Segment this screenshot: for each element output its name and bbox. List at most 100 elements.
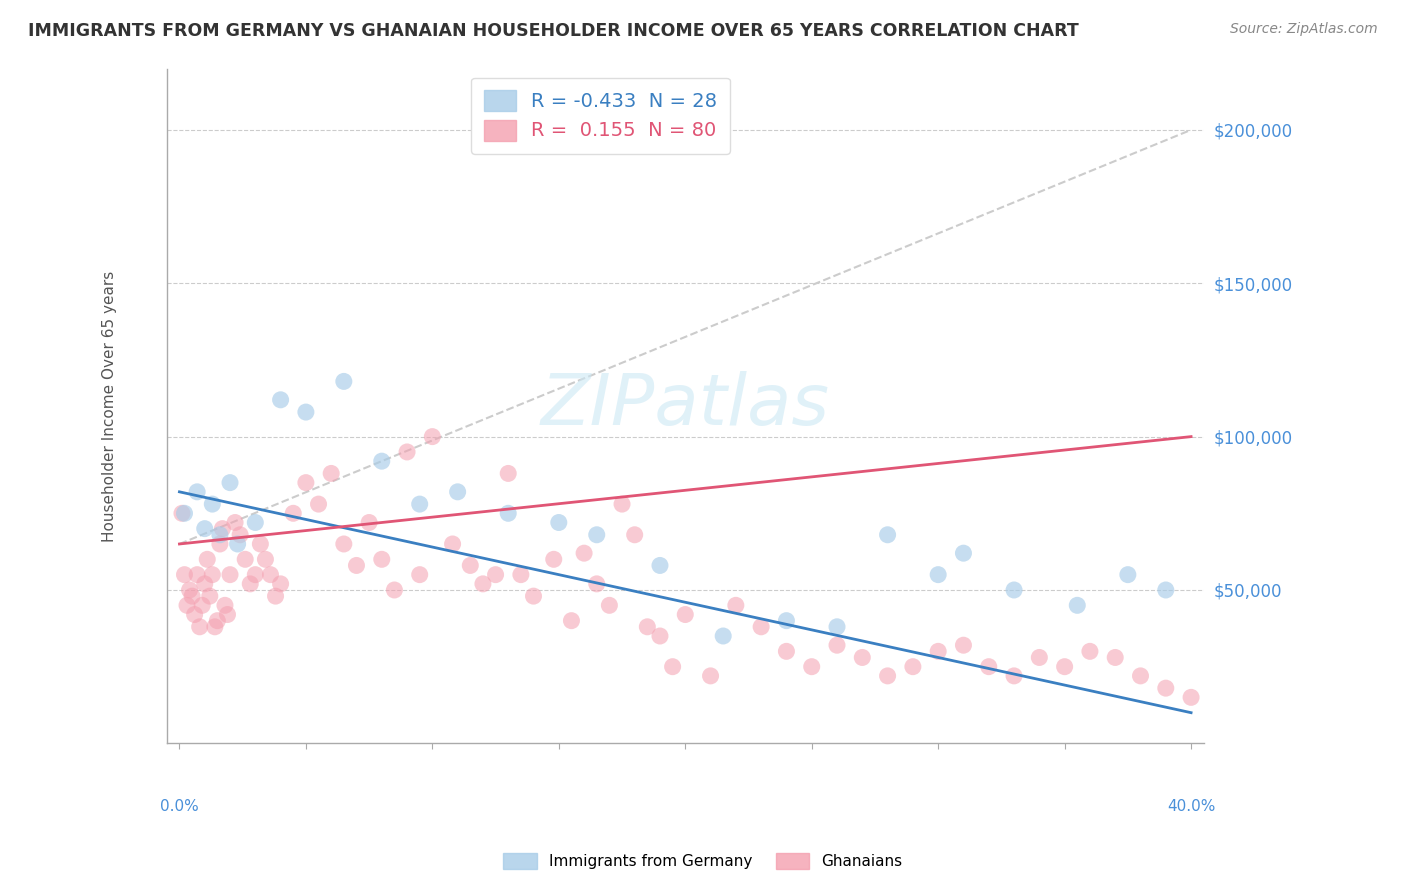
- Point: [194, 577, 217, 591]
- Point: [333, 537, 356, 551]
- Point: [876, 528, 898, 542]
- Point: [572, 546, 595, 560]
- Point: [371, 552, 394, 566]
- Point: [927, 567, 949, 582]
- Point: [295, 405, 318, 419]
- Point: [204, 620, 226, 634]
- Point: [825, 620, 848, 634]
- Point: [183, 607, 205, 622]
- Point: [446, 484, 468, 499]
- Point: [441, 537, 464, 551]
- Legend: Immigrants from Germany, Ghanaians: Immigrants from Germany, Ghanaians: [498, 847, 908, 875]
- Point: [283, 506, 305, 520]
- Point: [522, 589, 544, 603]
- Point: [749, 620, 772, 634]
- Point: [547, 516, 569, 530]
- Point: [1078, 644, 1101, 658]
- Point: [346, 558, 368, 573]
- Point: [217, 607, 239, 622]
- Point: [800, 659, 823, 673]
- Point: [1154, 582, 1177, 597]
- Point: [1154, 681, 1177, 695]
- Point: [194, 522, 217, 536]
- Point: [560, 614, 582, 628]
- Point: [422, 429, 444, 443]
- Point: [359, 516, 381, 530]
- Point: [226, 537, 249, 551]
- Point: [699, 669, 721, 683]
- Point: [952, 638, 974, 652]
- Point: [396, 445, 419, 459]
- Point: [409, 497, 432, 511]
- Text: ZIPatlas: ZIPatlas: [541, 371, 830, 441]
- Point: [1116, 567, 1139, 582]
- Point: [825, 638, 848, 652]
- Point: [259, 567, 281, 582]
- Point: [1180, 690, 1202, 705]
- Point: [509, 567, 531, 582]
- Point: [229, 528, 252, 542]
- Point: [201, 567, 224, 582]
- Point: [211, 522, 233, 536]
- Point: [170, 506, 193, 520]
- Point: [496, 506, 519, 520]
- Point: [598, 599, 620, 613]
- Point: [775, 644, 797, 658]
- Text: 0.0%: 0.0%: [160, 798, 198, 814]
- Point: [673, 607, 696, 622]
- Point: [1002, 582, 1025, 597]
- Point: [711, 629, 734, 643]
- Point: [245, 516, 267, 530]
- Point: [724, 599, 747, 613]
- Point: [901, 659, 924, 673]
- Point: [321, 467, 343, 481]
- Point: [927, 644, 949, 658]
- Point: [219, 475, 242, 490]
- Point: [543, 552, 565, 566]
- Point: [775, 614, 797, 628]
- Point: [648, 558, 671, 573]
- Point: [585, 577, 607, 591]
- Legend: R = -0.433  N = 28, R =  0.155  N = 80: R = -0.433 N = 28, R = 0.155 N = 80: [471, 78, 730, 153]
- Point: [661, 659, 683, 673]
- Point: [1129, 669, 1152, 683]
- Text: Source: ZipAtlas.com: Source: ZipAtlas.com: [1230, 22, 1378, 37]
- Point: [851, 650, 873, 665]
- Point: [636, 620, 658, 634]
- Point: [249, 537, 271, 551]
- Point: [952, 546, 974, 560]
- Point: [496, 467, 519, 481]
- Point: [181, 589, 204, 603]
- Point: [201, 497, 224, 511]
- Point: [173, 567, 195, 582]
- Point: [610, 497, 633, 511]
- Point: [233, 552, 256, 566]
- Point: [623, 528, 645, 542]
- Point: [224, 516, 246, 530]
- Point: [270, 392, 292, 407]
- Point: [173, 506, 195, 520]
- Point: [188, 620, 211, 634]
- Point: [471, 577, 494, 591]
- Point: [254, 552, 277, 566]
- Point: [208, 537, 231, 551]
- Point: [1028, 650, 1050, 665]
- Point: [371, 454, 394, 468]
- Point: [245, 567, 267, 582]
- Point: [219, 567, 242, 582]
- Point: [876, 669, 898, 683]
- Point: [384, 582, 406, 597]
- Point: [198, 589, 221, 603]
- Point: [208, 528, 231, 542]
- Point: [295, 475, 318, 490]
- Point: [264, 589, 287, 603]
- Point: [195, 552, 218, 566]
- Point: [186, 484, 208, 499]
- Point: [1002, 669, 1025, 683]
- Point: [409, 567, 432, 582]
- Point: [186, 567, 208, 582]
- Point: [1066, 599, 1088, 613]
- Point: [176, 599, 198, 613]
- Text: Householder Income Over 65 years: Householder Income Over 65 years: [103, 270, 117, 541]
- Point: [191, 599, 214, 613]
